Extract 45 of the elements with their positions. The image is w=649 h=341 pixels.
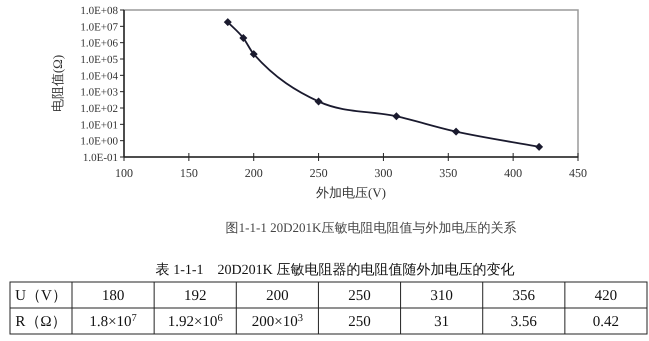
x-tick-label: 250 (310, 166, 328, 180)
text: 420 (594, 288, 618, 304)
point (314, 98, 323, 106)
y-tick-label: 1.0E+06 (80, 38, 118, 50)
y-tick-label: 1.0E+03 (80, 86, 118, 99)
x-tick-label: 350 (439, 166, 458, 180)
text: R（Ω） (15, 314, 67, 330)
point (224, 18, 232, 26)
x-axis-title: 外加电压(V) (316, 185, 386, 200)
y-tick-label: 1.0E+00 (80, 136, 118, 148)
text: 310 (430, 288, 453, 304)
x-tick-label: 300 (374, 166, 392, 180)
text: 192 (184, 288, 206, 304)
text: 250 (348, 288, 371, 304)
text: 1.8×10$^{7}$ (89, 312, 137, 330)
y-tick-label: 1.0E+05 (80, 54, 118, 66)
y-tick-label: 1.0E+08 (80, 5, 118, 17)
point (452, 128, 460, 136)
point (535, 142, 544, 151)
text: 180 (102, 288, 124, 304)
text: 0.42 (592, 314, 620, 330)
point (392, 112, 400, 120)
point (250, 50, 258, 58)
y-tick-label: 1.0E+04 (80, 70, 118, 82)
text: 图1-1-1 20D201K压敏电阻电阻值与外加电压的关系 (226, 220, 516, 235)
text: 356 (512, 288, 536, 304)
x-tick-label: 400 (504, 166, 522, 180)
text: 200×10$^{3}$ (252, 312, 303, 330)
y-axis-title: 电阻值(Ω) (50, 54, 65, 112)
text: 31 (434, 314, 450, 330)
text: 200 (266, 288, 289, 304)
text: 3.56 (510, 314, 538, 330)
y-tick-label: 1.0E+02 (80, 103, 118, 115)
y-tick-label: 1.0E-01 (82, 152, 118, 164)
x-tick-label: 100 (115, 166, 133, 180)
y-tick-label: 1.0E+07 (80, 21, 118, 34)
point (239, 34, 248, 42)
x-tick-label: 200 (244, 166, 263, 180)
y-tick-label: 1.0E+01 (80, 119, 118, 132)
text: 1.92×10$^{6}$ (168, 312, 223, 330)
text: U（V） (15, 288, 67, 304)
text: 250 (348, 314, 371, 330)
x-tick-label: 450 (569, 166, 587, 180)
x-tick-label: 150 (180, 166, 198, 180)
text: 表 1-1-1 20D201K 压敏电阻器的电阻值随外加电压的变化 (156, 262, 514, 278)
